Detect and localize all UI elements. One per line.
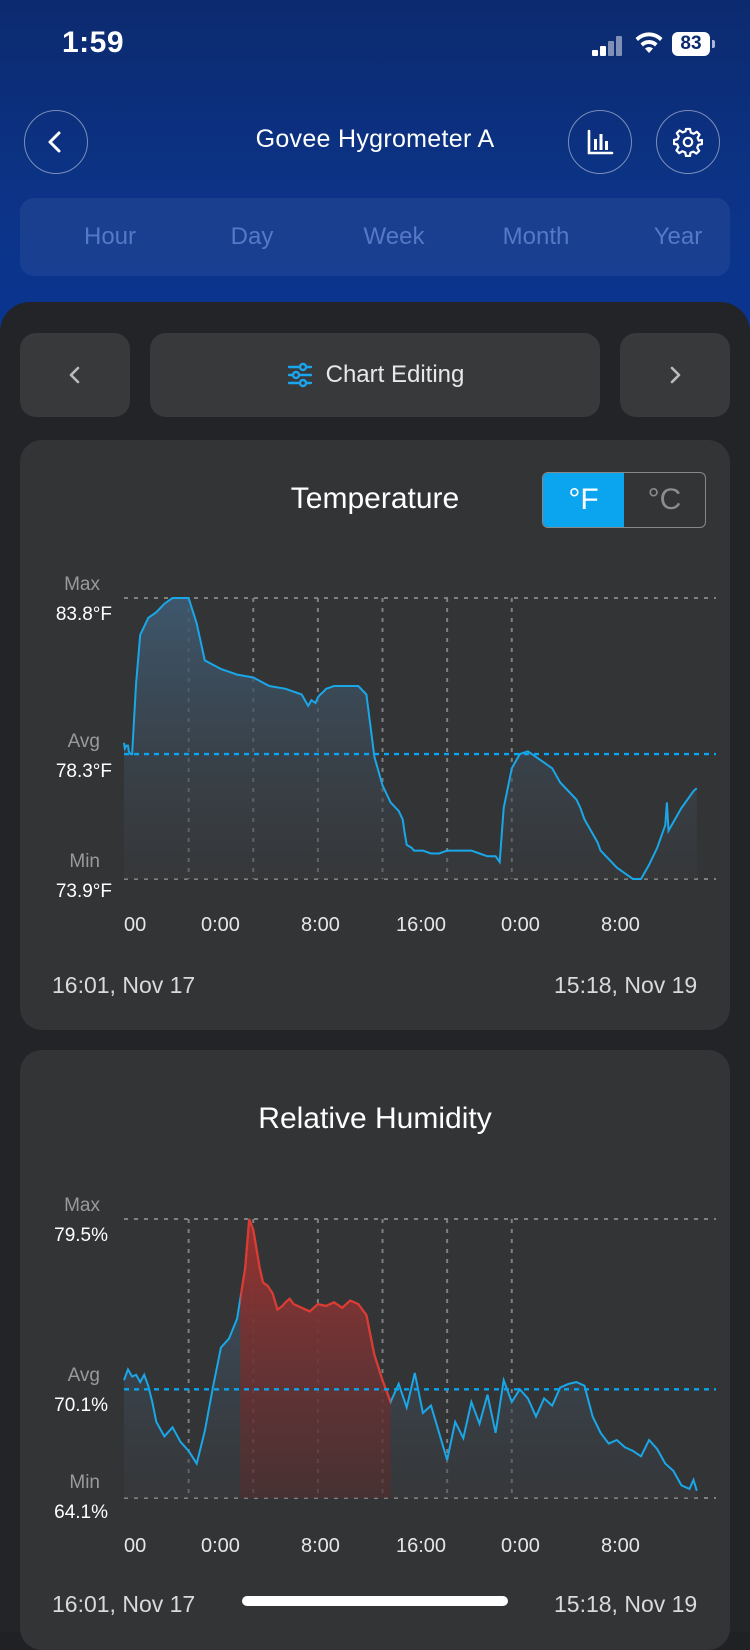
humidity-avg-value: 70.1% (54, 1395, 108, 1416)
chart-editing-button[interactable]: Chart Editing (150, 333, 600, 417)
tab-hour[interactable]: Hour (83, 223, 137, 250)
temp-x-tick: 0:00 (201, 914, 240, 936)
tab-year[interactable]: Year (653, 223, 703, 250)
chevron-left-icon (48, 131, 61, 153)
chevron-left-icon (69, 366, 80, 384)
temp-max-value: 83.8°F (55, 604, 112, 625)
bar-chart-icon (587, 129, 614, 155)
next-period-button[interactable] (620, 333, 730, 417)
humidity-x-tick: 0:00 (201, 1535, 240, 1557)
temperature-title: Temperature (290, 482, 460, 515)
unit-celsius-option[interactable]: °C (647, 483, 682, 516)
time-range-tabs: Hour Day Week Month Year (20, 198, 730, 276)
humidity-x-tick: 8:00 (601, 1535, 640, 1557)
humidity-x-tick: 0:00 (501, 1535, 540, 1557)
humidity-card (20, 1050, 730, 1650)
chart-editing-label: Chart Editing (325, 361, 465, 388)
tab-month[interactable]: Month (502, 223, 570, 250)
temp-min-value: 73.9°F (55, 881, 112, 902)
chevron-right-icon (670, 366, 681, 384)
status-bar: 1:59 83 (0, 0, 750, 90)
previous-period-button[interactable] (20, 333, 130, 417)
chart-view-button[interactable] (568, 110, 632, 174)
temp-start-time: 16:01, Nov 17 (52, 972, 196, 998)
humidity-title: Relative Humidity (258, 1102, 492, 1135)
series-area (124, 1219, 697, 1498)
back-button[interactable] (24, 110, 88, 174)
cellular-signal-icon (592, 34, 628, 56)
tab-week[interactable]: Week (363, 223, 425, 250)
humidity-min-value: 64.1% (54, 1502, 108, 1523)
temp-x-tick: 8:00 (601, 914, 640, 936)
wifi-icon (635, 32, 663, 53)
home-indicator[interactable] (242, 1596, 508, 1606)
temp-avg-label: Avg (67, 731, 100, 752)
settings-button[interactable] (656, 110, 720, 174)
gear-icon (673, 127, 703, 157)
temp-x-tick: 8:00 (301, 914, 340, 936)
temp-max-label: Max (64, 574, 100, 595)
unit-fahrenheit-option[interactable]: °F (543, 473, 624, 527)
alert-line (240, 1218, 391, 1405)
humidity-x-tick: 16:00 (396, 1535, 447, 1557)
header-background (0, 0, 750, 340)
alert-area (240, 1219, 391, 1498)
temp-x-tick: 00 (124, 914, 147, 936)
temp-end-time: 15:18, Nov 19 (554, 972, 698, 998)
unit-toggle[interactable]: °F °C (542, 472, 706, 528)
humidity-x-tick: 8:00 (301, 1535, 340, 1557)
humidity-max-label: Max (64, 1195, 100, 1216)
humidity-end-time: 15:18, Nov 19 (554, 1591, 698, 1617)
humidity-max-value: 79.5% (54, 1225, 108, 1246)
sliders-icon (287, 362, 312, 388)
humidity-min-label: Min (69, 1472, 100, 1493)
tab-day[interactable]: Day (230, 223, 274, 250)
temp-x-tick: 16:00 (396, 914, 447, 936)
battery-indicator: 83 (672, 32, 710, 56)
temp-min-label: Min (69, 851, 100, 872)
series-line (123, 597, 698, 880)
temp-avg-value: 78.3°F (55, 761, 112, 782)
series-area (124, 598, 697, 879)
page-title: Govee Hygrometer A (255, 125, 495, 153)
humidity-avg-label: Avg (67, 1365, 100, 1386)
status-time: 1:59 (62, 26, 125, 59)
temp-x-tick: 0:00 (501, 914, 540, 936)
humidity-start-time: 16:01, Nov 17 (52, 1591, 196, 1617)
humidity-x-tick: 00 (124, 1535, 147, 1557)
